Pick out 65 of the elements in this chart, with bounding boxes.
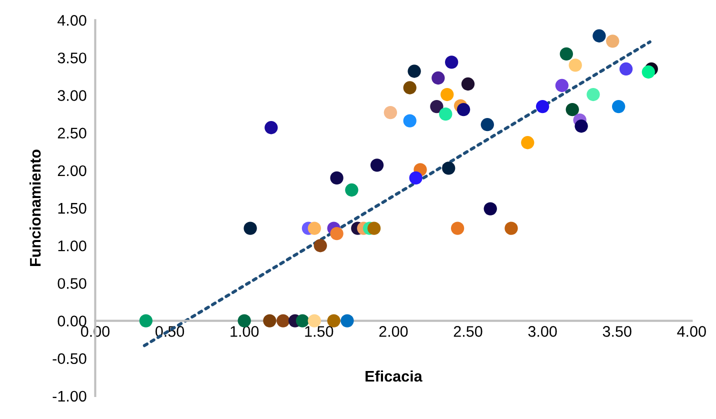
point — [409, 171, 422, 185]
point — [340, 314, 354, 328]
y-tick-label: 3.50 — [58, 52, 86, 64]
point — [484, 202, 497, 216]
point — [521, 136, 534, 150]
point — [536, 100, 550, 114]
point — [264, 121, 278, 134]
x-axis-title: Eficacia — [366, 370, 422, 382]
point — [456, 102, 470, 116]
point — [432, 71, 445, 85]
point — [244, 222, 257, 235]
point — [314, 239, 327, 252]
point — [330, 227, 344, 240]
y-tick-label: 1.50 — [58, 202, 86, 214]
point — [461, 77, 475, 91]
y-tick-label: 0.00 — [58, 316, 86, 326]
point — [384, 106, 398, 120]
point — [403, 81, 416, 94]
point — [568, 58, 582, 72]
x-tick-label: 4.00 — [677, 326, 706, 337]
point — [619, 62, 633, 76]
x-tick-label: 2.50 — [454, 326, 482, 337]
point — [263, 314, 276, 328]
x-tick-label: 3.00 — [528, 326, 557, 337]
point — [408, 64, 421, 78]
point — [504, 222, 518, 235]
x-tick-label: 2.00 — [379, 326, 408, 337]
y-tick-label: -1.00 — [52, 390, 86, 402]
point — [560, 47, 573, 61]
point — [308, 222, 322, 235]
point — [606, 34, 620, 48]
point — [296, 314, 310, 328]
y-axis-title: Funcionamiento — [30, 150, 41, 266]
y-tick-label: -0.50 — [52, 353, 86, 364]
point — [439, 107, 452, 121]
point — [367, 222, 381, 235]
y-tick-label: 2.50 — [58, 128, 86, 139]
point — [276, 314, 290, 328]
point — [450, 222, 464, 235]
point — [586, 88, 600, 102]
x-tick-label: 3.50 — [602, 326, 632, 337]
y-tick-label: 3.00 — [58, 90, 86, 101]
x-tick-label: 1.00 — [230, 326, 259, 337]
point — [592, 29, 606, 42]
point — [612, 100, 626, 114]
y-tick-label: 4.00 — [58, 14, 86, 26]
point — [370, 158, 384, 172]
point — [327, 314, 340, 328]
point — [345, 183, 358, 197]
y-tick-label: 1.00 — [58, 240, 86, 252]
point — [442, 162, 456, 175]
point — [555, 78, 569, 92]
point — [480, 118, 494, 132]
y-tick-label: 0.50 — [58, 278, 86, 289]
point — [574, 120, 588, 133]
y-tick-label: 2.00 — [58, 165, 86, 176]
point — [430, 100, 444, 114]
point — [440, 88, 454, 102]
point — [642, 65, 656, 79]
point — [445, 56, 458, 69]
x-tick-label: 1.50 — [305, 326, 334, 337]
point — [330, 171, 344, 185]
point — [566, 102, 579, 116]
point — [403, 114, 416, 128]
point — [139, 314, 153, 328]
